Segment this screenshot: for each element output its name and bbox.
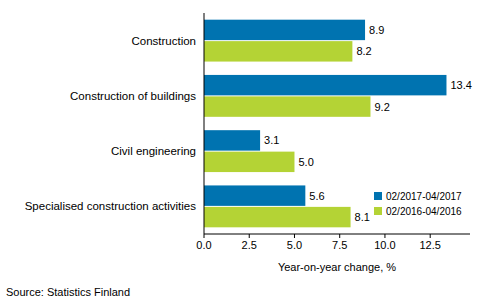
labels: Construction 8.9 8.2 Construction of buildi…	[25, 24, 472, 223]
legend-label: 02/2017-04/2017	[386, 191, 462, 202]
data-label: 3.1	[264, 134, 279, 146]
bar	[204, 41, 352, 61]
data-label: 9.2	[374, 101, 389, 113]
x-tick	[204, 234, 205, 238]
x-tick-label: 0.0	[196, 239, 211, 251]
x-tick-label: 12.5	[419, 239, 440, 251]
x-tick-label: 5.0	[287, 239, 302, 251]
bar	[204, 20, 365, 40]
legend-swatch	[374, 207, 382, 215]
y-axis-line	[204, 13, 205, 234]
bar	[204, 75, 446, 95]
legend: 02/2017-04/2017 02/2016-04/2016	[374, 191, 462, 217]
legend-swatch	[374, 192, 382, 200]
x-axis-title: Year-on-year change, %	[278, 261, 396, 273]
bar	[204, 207, 351, 227]
data-label: 13.4	[450, 79, 471, 91]
category-label: Construction of buildings	[70, 90, 196, 102]
bar	[204, 152, 294, 172]
x-tick-label: 2.5	[242, 239, 257, 251]
category-label: Construction	[131, 35, 196, 47]
data-label: 5.6	[309, 190, 324, 202]
x-tick-label: 10.0	[374, 239, 395, 251]
category-label: Specialised construction activities	[25, 200, 197, 212]
x-tick	[294, 234, 295, 238]
bar	[204, 185, 305, 205]
chart-svg: Construction 8.9 8.2 Construction of buildi…	[0, 0, 493, 304]
chart-container: Construction 8.9 8.2 Construction of buildi…	[0, 0, 493, 304]
x-tick-label: 7.5	[332, 239, 347, 251]
bar	[204, 130, 260, 150]
data-label: 5.0	[298, 156, 313, 168]
bar	[204, 96, 370, 116]
legend-label: 02/2016-04/2016	[386, 206, 462, 217]
source: Source: Statistics Finland	[6, 286, 130, 298]
data-label: 8.9	[369, 24, 384, 36]
x-tick	[384, 234, 385, 238]
x-tick	[249, 234, 250, 238]
data-label: 8.1	[355, 211, 370, 223]
x-tick	[339, 234, 340, 238]
category-label: Civil engineering	[111, 145, 196, 157]
data-label: 8.2	[356, 45, 371, 57]
x-tick	[430, 234, 431, 238]
